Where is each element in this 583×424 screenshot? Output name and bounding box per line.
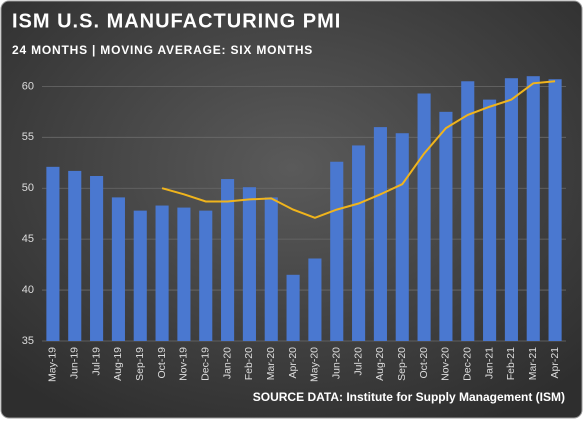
bar xyxy=(286,274,300,341)
x-tick-label: Jul-19 xyxy=(90,347,102,376)
bar xyxy=(504,78,518,341)
bar xyxy=(199,210,213,341)
x-tick-label: Dec-19 xyxy=(200,347,212,381)
x-tick-label: Jun-20 xyxy=(331,347,343,379)
x-tick-label: Dec-20 xyxy=(462,347,474,381)
y-tick-label: 35 xyxy=(22,335,34,347)
source-note: SOURCE DATA: Institute for Supply Manage… xyxy=(253,390,565,404)
x-tick-label: Sep-19 xyxy=(134,347,146,381)
bar xyxy=(395,133,409,341)
y-tick-label: 50 xyxy=(22,182,34,194)
bar xyxy=(68,170,82,341)
bar xyxy=(330,161,344,341)
x-tick-label: Jan-21 xyxy=(483,347,495,379)
x-tick-label: Mar-21 xyxy=(527,347,539,380)
bar xyxy=(264,197,278,341)
x-tick-label: May-19 xyxy=(47,347,59,382)
bar xyxy=(242,187,256,341)
y-tick-label: 55 xyxy=(22,131,34,143)
bar xyxy=(308,258,322,341)
bar xyxy=(177,207,191,341)
bar xyxy=(483,99,497,341)
y-tick-label: 40 xyxy=(22,284,34,296)
bar xyxy=(111,197,125,341)
x-tick-label: May-20 xyxy=(309,347,321,382)
bar xyxy=(46,166,60,341)
x-tick-label: Apr-21 xyxy=(549,347,561,379)
bar xyxy=(439,111,453,341)
x-tick-label: Feb-21 xyxy=(505,347,517,380)
x-tick-label: Jun-19 xyxy=(69,347,81,379)
moving-average-line xyxy=(161,80,556,219)
bar xyxy=(548,79,562,342)
chart-title: ISM U.S. MANUFACTURING PMI xyxy=(12,10,341,32)
x-tick-label: Jan-20 xyxy=(221,347,233,379)
x-tick-label: Oct-19 xyxy=(156,347,168,379)
x-tick-label: Oct-20 xyxy=(418,347,430,379)
bar xyxy=(90,176,104,341)
x-tick-label: Mar-20 xyxy=(265,347,277,380)
x-tick-label: Aug-19 xyxy=(112,347,124,381)
x-tick-label: Nov-20 xyxy=(440,347,452,381)
bar xyxy=(133,210,147,341)
x-tick-label: Aug-20 xyxy=(374,347,386,381)
bar xyxy=(373,127,387,341)
y-tick-label: 60 xyxy=(22,80,34,92)
x-tick-label: Apr-20 xyxy=(287,347,299,379)
x-tick-label: Feb-20 xyxy=(243,347,255,380)
x-tick-label: Sep-20 xyxy=(396,347,408,381)
bar xyxy=(461,81,475,342)
x-tick-label: Nov-19 xyxy=(178,347,190,381)
bar xyxy=(155,205,169,341)
bar xyxy=(417,93,431,341)
y-tick-label: 45 xyxy=(22,233,34,245)
x-tick-label: Jul-20 xyxy=(352,347,364,376)
bar xyxy=(526,76,540,342)
bar xyxy=(352,145,366,341)
bar xyxy=(221,179,235,341)
chart-subtitle: 24 MONTHS | MOVING AVERAGE: SIX MONTHS xyxy=(12,43,313,57)
